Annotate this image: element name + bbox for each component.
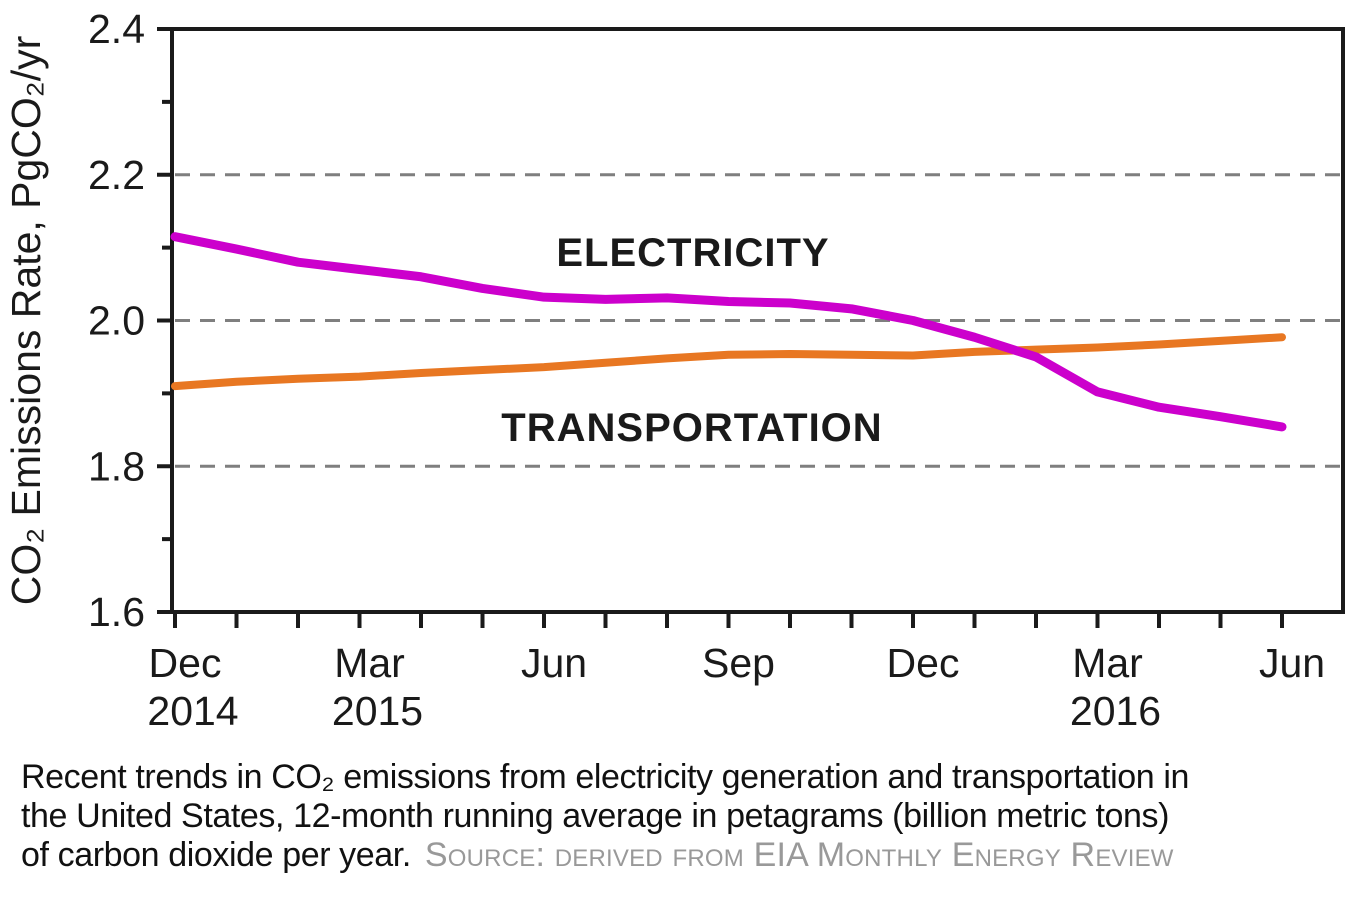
figure-caption: Recent trends in CO₂ emissions from elec… xyxy=(21,758,1351,875)
x-tick-month-label: Dec xyxy=(149,640,222,686)
x-tick-month-label: Dec xyxy=(887,640,960,686)
caption-source: Source: derived from EIA Monthly Energy … xyxy=(424,836,1174,874)
y-axis-title: CO₂ Emissions Rate, PgCO₂/yr xyxy=(3,36,49,606)
x-tick-month-label: Mar xyxy=(334,640,405,686)
y-tick-label: 2.2 xyxy=(88,152,145,198)
electricity-series-label: ELECTRICITY xyxy=(556,231,829,275)
y-tick-label: 2.4 xyxy=(88,6,145,52)
x-tick-month-label: Mar xyxy=(1072,640,1143,686)
x-tick-year-label: 2014 xyxy=(147,688,238,734)
transportation-line xyxy=(171,333,1286,391)
transportation-series-label: TRANSPORTATION xyxy=(501,406,882,450)
x-tick-month-label: Jun xyxy=(1259,640,1325,686)
y-tick-label: 2.0 xyxy=(88,298,145,344)
x-tick-month-label: Sep xyxy=(702,640,775,686)
caption-line-1: Recent trends in CO₂ emissions from elec… xyxy=(21,758,1189,796)
co2-emissions-line-chart: 2.4 2.2 2.0 1.8 1.6 CO₂ Emissions Rate, PgCO₂… xyxy=(3,6,1345,734)
x-tick-month-label: Jun xyxy=(521,640,587,686)
x-tick-year-label: 2015 xyxy=(332,688,423,734)
y-tick-label: 1.6 xyxy=(88,589,145,635)
electricity-line xyxy=(170,232,1287,432)
x-tick-year-label: 2016 xyxy=(1070,688,1161,734)
caption-line-3: of carbon dioxide per year. xyxy=(21,836,411,874)
y-axis: 2.4 2.2 2.0 1.8 1.6 CO₂ Emissions Rate, PgCO₂… xyxy=(3,6,172,635)
gridlines xyxy=(175,173,1341,468)
caption-line-2: the United States, 12-month running aver… xyxy=(21,797,1170,835)
y-tick-label: 1.8 xyxy=(88,443,145,489)
